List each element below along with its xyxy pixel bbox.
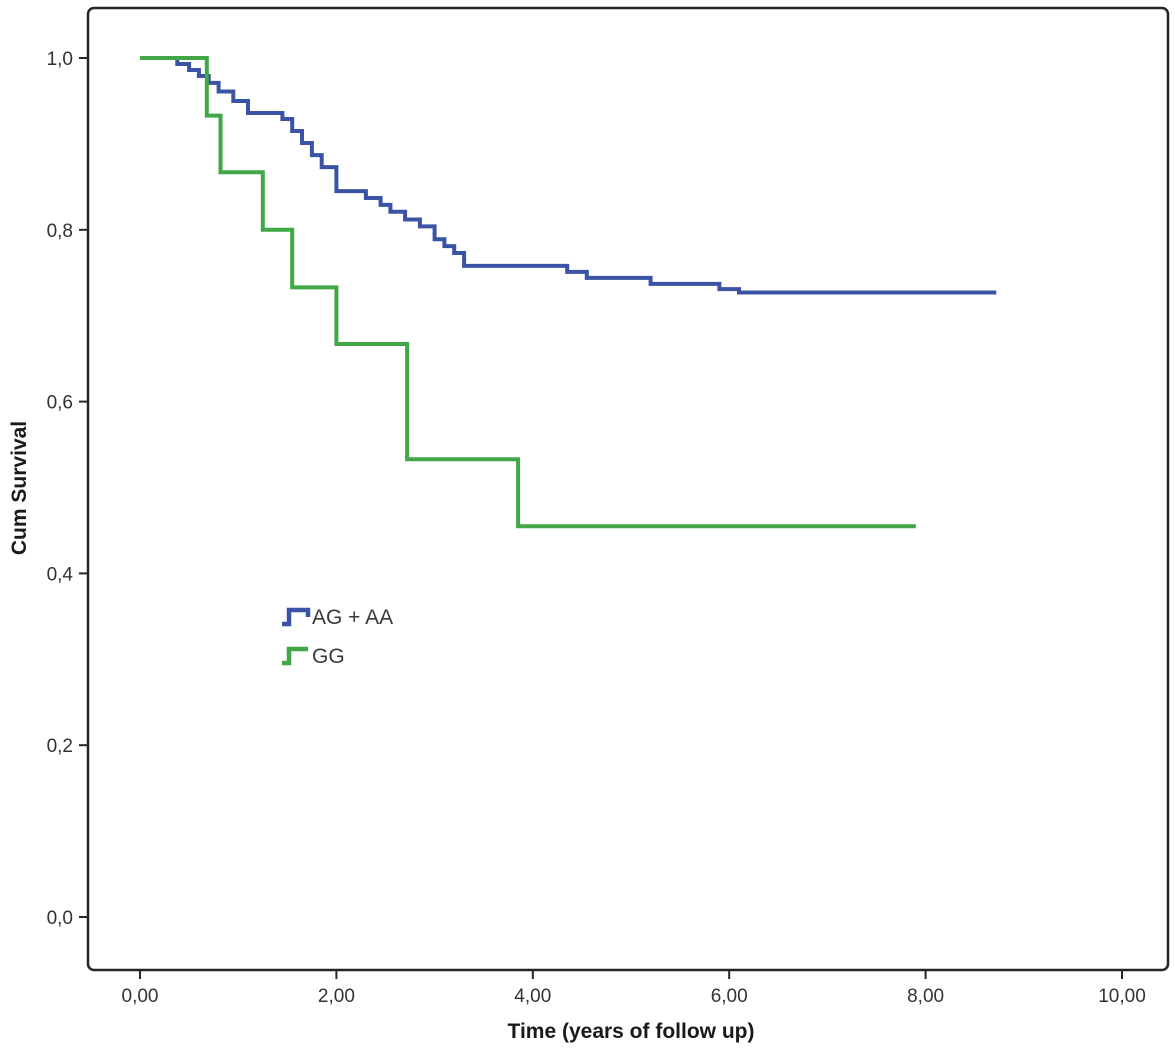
y-tick-label: 0,8	[47, 221, 73, 242]
survival-curve-gg	[140, 56, 916, 529]
x-axis-title: Time (years of follow up)	[508, 1020, 755, 1043]
y-tick-label: 0,4	[47, 564, 74, 585]
y-tick-label: 1,0	[47, 49, 73, 70]
legend-label: GG	[312, 645, 345, 668]
x-tick-label: 10,00	[1098, 986, 1146, 1007]
x-tick-label: 6,00	[711, 986, 748, 1007]
y-tick-label: 0,2	[47, 736, 73, 757]
survival-curves	[140, 56, 997, 529]
x-tick-label: 4,00	[514, 986, 551, 1007]
legend-item-gg: GG	[282, 645, 345, 668]
legend-item-ag-aa: AG + AA	[282, 606, 393, 629]
x-tick-label: 2,00	[318, 986, 355, 1007]
y-axis-ticks: 0,0 0,2 0,4 0,6 0,8 1,0	[47, 49, 88, 929]
legend-step-glyph	[282, 607, 311, 627]
legend-step-glyph	[282, 646, 308, 666]
y-tick-label: 0,6	[47, 393, 73, 414]
x-tick-label: 8,00	[907, 986, 944, 1007]
legend-label: AG + AA	[312, 606, 393, 629]
survival-curve-ag-aa	[140, 56, 997, 295]
y-tick-label: 0,0	[47, 908, 73, 929]
x-axis-ticks: 0,00 2,00 4,00 6,00 8,00 10,00	[122, 970, 1146, 1007]
y-axis-title: Cum Survival	[8, 421, 31, 555]
plot-frame	[86, 6, 1170, 972]
legend: AG + AA GG	[282, 606, 393, 668]
x-tick-label: 0,00	[122, 986, 159, 1007]
